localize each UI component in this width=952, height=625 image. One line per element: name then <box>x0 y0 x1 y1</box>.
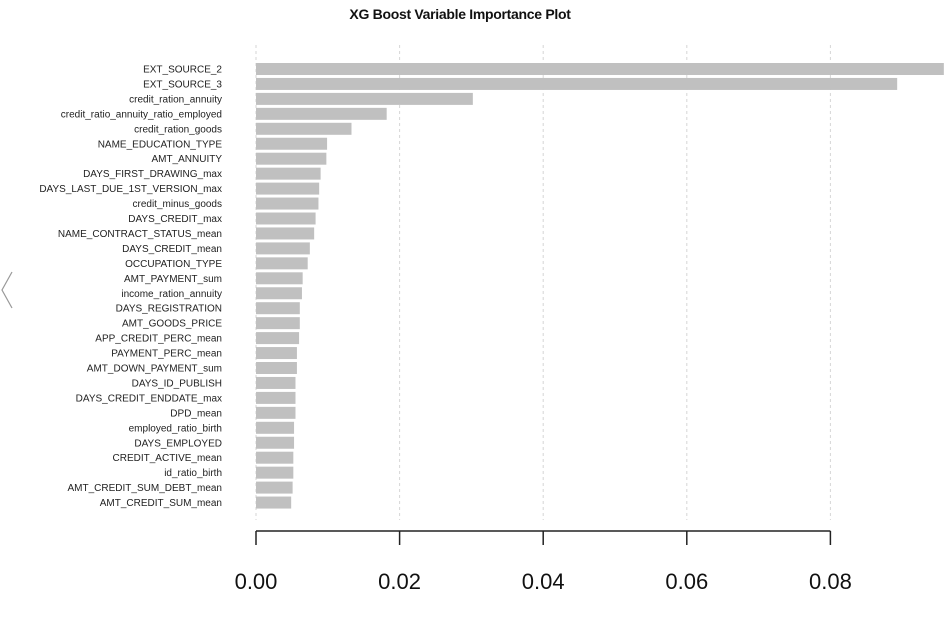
category-label: credit_ratio_annuity_ratio_employed <box>61 109 222 120</box>
bar <box>256 481 293 494</box>
x-tick-label: 0.00 <box>235 569 278 594</box>
category-label: AMT_CREDIT_SUM_DEBT_mean <box>68 483 222 494</box>
category-label: DAYS_CREDIT_mean <box>122 244 222 255</box>
bar <box>256 451 294 464</box>
bar <box>256 197 319 210</box>
chart-title: XG Boost Variable Importance Plot <box>349 6 571 22</box>
bar <box>256 137 328 150</box>
bar <box>256 287 302 300</box>
category-label: DAYS_CREDIT_max <box>128 214 222 225</box>
bar <box>256 107 387 120</box>
category-label: DAYS_ID_PUBLISH <box>132 378 222 389</box>
bar <box>256 63 944 75</box>
bar <box>256 212 316 225</box>
category-label: DPD_mean <box>170 408 222 419</box>
bar <box>256 347 297 360</box>
bar <box>256 421 295 434</box>
bar <box>256 496 292 509</box>
chevron-left-icon[interactable] <box>1 271 13 309</box>
bar <box>256 77 898 90</box>
category-label: AMT_GOODS_PRICE <box>122 319 222 330</box>
category-label: APP_CREDIT_PERC_mean <box>95 334 222 345</box>
category-label: credit_ration_annuity <box>129 94 222 105</box>
bar <box>256 122 352 135</box>
category-label: EXT_SOURCE_3 <box>143 79 222 90</box>
category-label: AMT_PAYMENT_sum <box>124 274 222 285</box>
category-label: AMT_DOWN_PAYMENT_sum <box>87 364 222 375</box>
category-label: DAYS_FIRST_DRAWING_max <box>83 169 222 180</box>
x-tick-label: 0.08 <box>809 569 852 594</box>
bar <box>256 152 327 165</box>
bar <box>256 391 296 404</box>
x-tick-label: 0.02 <box>378 569 421 594</box>
category-label: EXT_SOURCE_2 <box>143 65 222 76</box>
bar <box>256 317 300 330</box>
category-label: AMT_ANNUITY <box>151 154 222 165</box>
category-label: NAME_EDUCATION_TYPE <box>98 139 223 150</box>
category-label: credit_ration_goods <box>134 124 222 135</box>
bar <box>256 272 303 285</box>
x-tick-label: 0.04 <box>522 569 565 594</box>
bar <box>256 302 300 315</box>
category-label: AMT_CREDIT_SUM_mean <box>100 498 222 509</box>
bar <box>256 242 310 255</box>
bar <box>256 182 320 195</box>
bar <box>256 332 300 345</box>
category-label: DAYS_LAST_DUE_1ST_VERSION_max <box>39 184 222 195</box>
bar <box>256 227 315 240</box>
bar <box>256 406 296 419</box>
bar <box>256 92 473 105</box>
bar <box>256 362 297 374</box>
bar <box>256 376 296 389</box>
category-label: CREDIT_ACTIVE_mean <box>113 453 222 464</box>
category-label: DAYS_EMPLOYED <box>134 438 222 449</box>
bar <box>256 436 295 449</box>
bar <box>256 257 308 270</box>
category-label: employed_ratio_birth <box>129 423 222 434</box>
category-label: PAYMENT_PERC_mean <box>111 349 222 360</box>
bar <box>256 167 321 180</box>
category-label: OCCUPATION_TYPE <box>125 259 222 270</box>
category-label: DAYS_CREDIT_ENDDATE_max <box>76 393 222 404</box>
bar <box>256 466 294 479</box>
category-label: income_ration_annuity <box>121 289 222 300</box>
category-label: credit_minus_goods <box>133 199 223 210</box>
category-label: NAME_CONTRACT_STATUS_mean <box>58 229 222 240</box>
x-tick-label: 0.06 <box>665 569 708 594</box>
category-label: DAYS_REGISTRATION <box>116 304 222 315</box>
category-label: id_ratio_birth <box>164 468 222 479</box>
